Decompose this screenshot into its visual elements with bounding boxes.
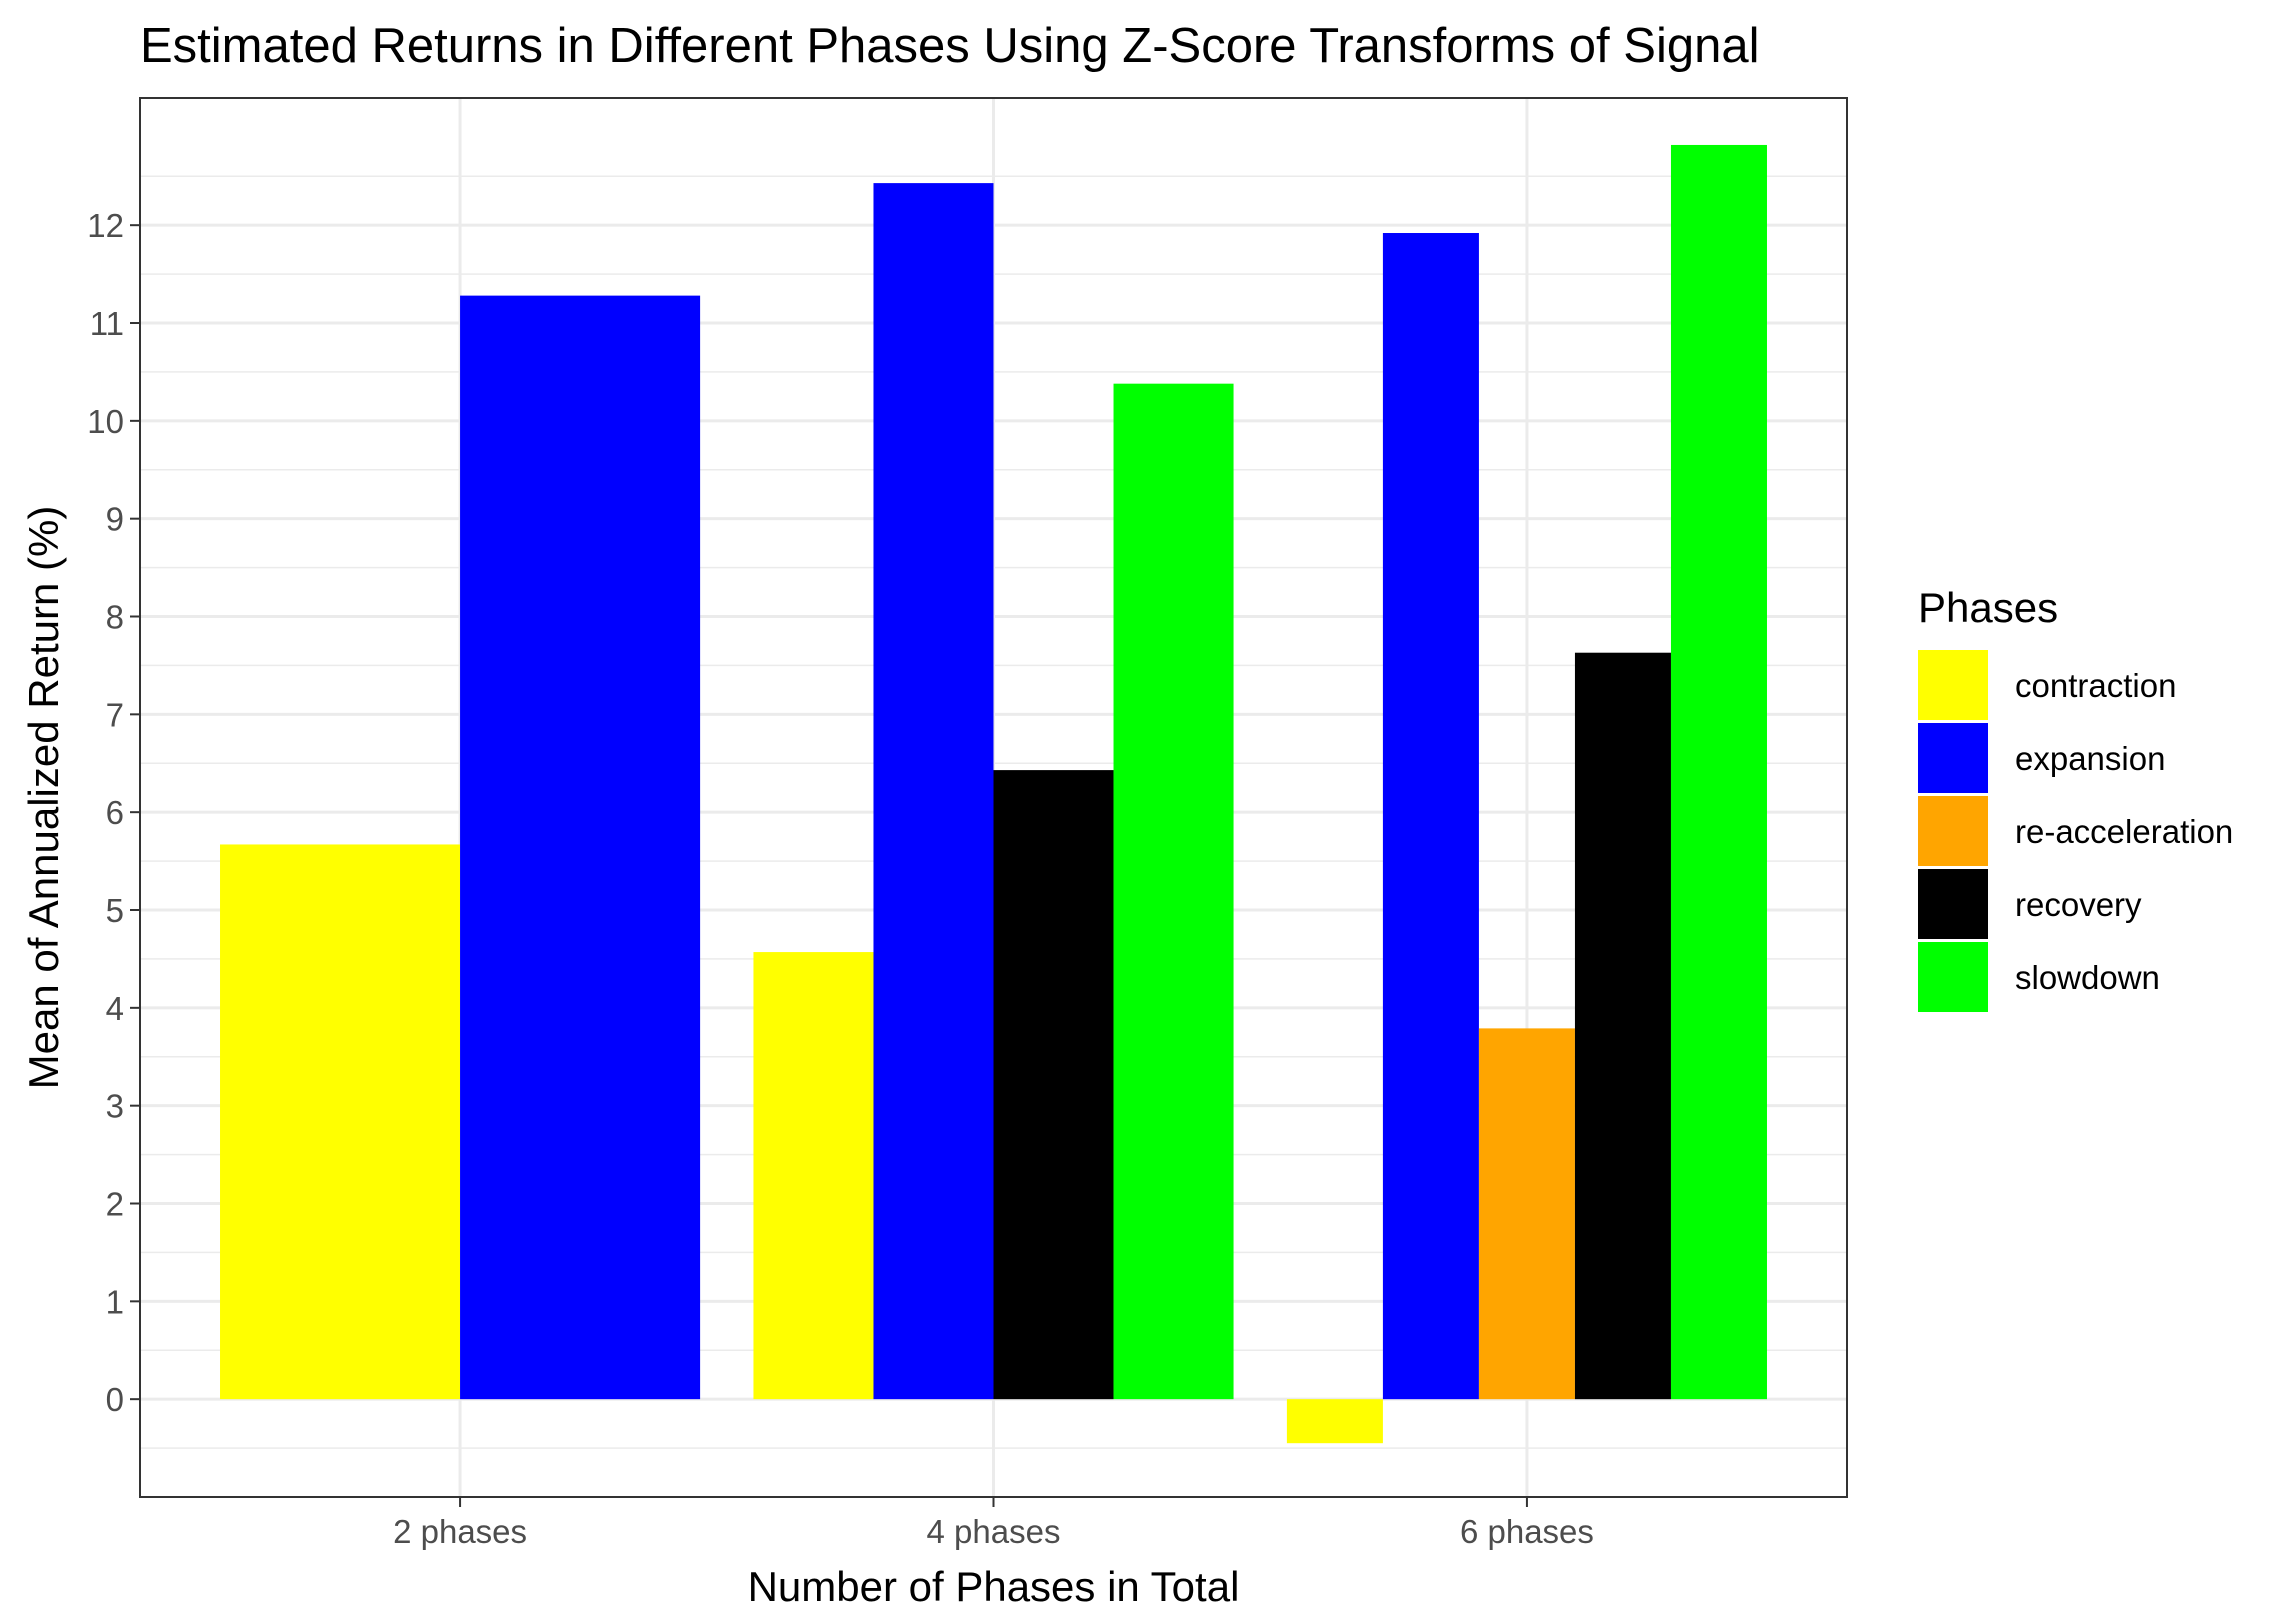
legend-swatch-slowdown bbox=[1918, 942, 1988, 1012]
bar-contraction-0 bbox=[220, 844, 461, 1400]
bar-expansion-1 bbox=[873, 183, 994, 1400]
legend-label-re-acceleration: re-acceleration bbox=[2015, 813, 2233, 850]
legend-swatch-re-acceleration bbox=[1918, 796, 1988, 866]
x-tick-label: 6 phases bbox=[1460, 1513, 1594, 1550]
chart-title: Estimated Returns in Different Phases Us… bbox=[140, 19, 1760, 73]
y-tick-label: 7 bbox=[106, 696, 124, 733]
y-tick-label: 2 bbox=[106, 1186, 124, 1223]
bar-expansion-2 bbox=[1382, 233, 1479, 1400]
y-tick-label: 5 bbox=[106, 892, 124, 929]
bar-expansion-0 bbox=[460, 295, 701, 1400]
x-tick-label: 4 phases bbox=[927, 1513, 1061, 1550]
bar-recovery-1 bbox=[993, 770, 1114, 1400]
y-tick-label: 8 bbox=[106, 599, 124, 636]
bar-re-acceleration-2 bbox=[1478, 1028, 1575, 1400]
legend-swatch-recovery bbox=[1918, 869, 1988, 939]
y-tick-label: 3 bbox=[106, 1088, 124, 1125]
y-tick-label: 0 bbox=[106, 1381, 124, 1418]
x-tick-label: 2 phases bbox=[393, 1513, 527, 1550]
legend: Phases contraction expansion re-accelerati… bbox=[1918, 584, 2233, 1012]
legend-label-recovery: recovery bbox=[2015, 886, 2142, 923]
y-tick-label: 10 bbox=[87, 403, 124, 440]
bar-layer bbox=[220, 144, 1767, 1444]
legend-label-contraction: contraction bbox=[2015, 667, 2176, 704]
y-axis-title: Mean of Annualized Return (%) bbox=[20, 506, 67, 1090]
legend-swatch-contraction bbox=[1918, 650, 1988, 720]
y-tick-label: 9 bbox=[106, 501, 124, 538]
bar-contraction-1 bbox=[753, 952, 874, 1400]
legend-swatch-expansion bbox=[1918, 723, 1988, 793]
y-tick-label: 11 bbox=[90, 305, 124, 342]
y-tick-label: 6 bbox=[106, 794, 124, 831]
bar-contraction-2 bbox=[1286, 1399, 1383, 1444]
y-tick-label: 12 bbox=[87, 207, 124, 244]
y-tick-label: 4 bbox=[106, 990, 124, 1027]
bar-slowdown-1 bbox=[1113, 383, 1234, 1400]
legend-label-slowdown: slowdown bbox=[2015, 959, 2160, 996]
y-tick-label: 1 bbox=[106, 1283, 124, 1320]
x-axis-title: Number of Phases in Total bbox=[748, 1563, 1240, 1610]
bar-slowdown-2 bbox=[1670, 144, 1767, 1400]
legend-title: Phases bbox=[1918, 584, 2058, 631]
bar-recovery-2 bbox=[1574, 652, 1671, 1400]
legend-label-expansion: expansion bbox=[2015, 740, 2165, 777]
